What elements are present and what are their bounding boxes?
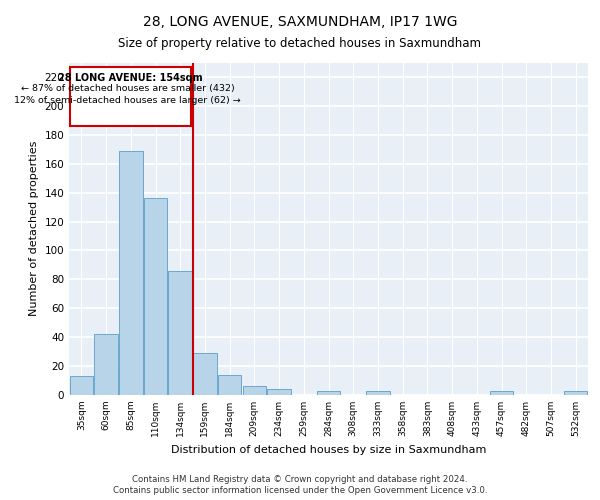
Bar (242, 386, 266, 395)
Text: 12% of semi-detached houses are larger (62) →: 12% of semi-detached houses are larger (… (14, 96, 241, 105)
Bar (169, 270, 192, 395)
Text: Size of property relative to detached houses in Saxmundham: Size of property relative to detached ho… (119, 38, 482, 51)
Text: ← 87% of detached houses are smaller (432): ← 87% of detached houses are smaller (43… (21, 84, 235, 93)
Bar (144, 198, 167, 395)
Bar (564, 390, 587, 395)
Bar (218, 375, 241, 395)
Bar (268, 389, 291, 395)
Bar (490, 390, 513, 395)
Text: 28 LONG AVENUE: 154sqm: 28 LONG AVENUE: 154sqm (58, 72, 202, 83)
Y-axis label: Number of detached properties: Number of detached properties (29, 141, 39, 316)
FancyBboxPatch shape (70, 67, 191, 126)
Text: Contains HM Land Registry data © Crown copyright and database right 2024.: Contains HM Land Registry data © Crown c… (132, 474, 468, 484)
X-axis label: Distribution of detached houses by size in Saxmundham: Distribution of detached houses by size … (171, 444, 486, 454)
Bar (317, 390, 340, 395)
Text: 28, LONG AVENUE, SAXMUNDHAM, IP17 1WG: 28, LONG AVENUE, SAXMUNDHAM, IP17 1WG (143, 15, 457, 29)
Text: Contains public sector information licensed under the Open Government Licence v3: Contains public sector information licen… (113, 486, 487, 495)
Bar (70, 376, 93, 395)
Bar (119, 150, 143, 395)
Bar (94, 334, 118, 395)
Bar (193, 353, 217, 395)
Bar (366, 390, 389, 395)
